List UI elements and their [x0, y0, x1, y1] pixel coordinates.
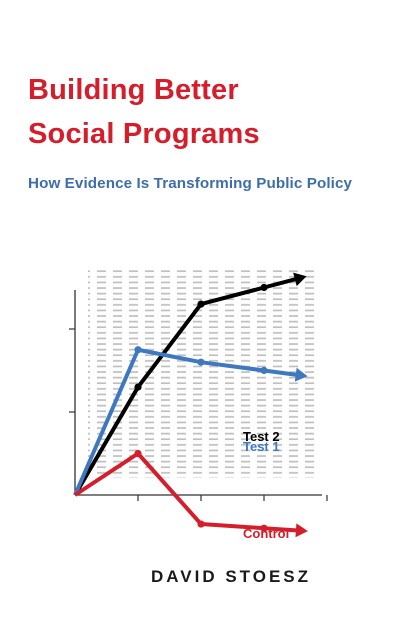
title-line-2: Social Programs — [28, 118, 260, 150]
author-name: DAVID STOESZ — [150, 567, 312, 586]
data-point — [260, 366, 268, 375]
arrow-head — [295, 523, 308, 538]
data-point — [197, 300, 205, 308]
series-label: Test 2 — [243, 429, 280, 444]
data-point — [197, 358, 205, 366]
series-label: Control — [243, 526, 289, 541]
series-label: Test 1 — [243, 439, 280, 454]
book-title: Building Better Social Programs — [28, 68, 260, 156]
data-point — [134, 449, 142, 458]
arrow-head — [293, 272, 307, 287]
data-point — [134, 346, 142, 354]
title-line-1: Building Better — [28, 74, 239, 106]
data-point — [260, 283, 268, 292]
data-point — [134, 383, 142, 391]
data-point — [260, 524, 268, 532]
book-subtitle: How Evidence Is Transforming Public Poli… — [28, 175, 353, 192]
arrow-head — [294, 367, 308, 382]
data-point — [197, 520, 205, 528]
